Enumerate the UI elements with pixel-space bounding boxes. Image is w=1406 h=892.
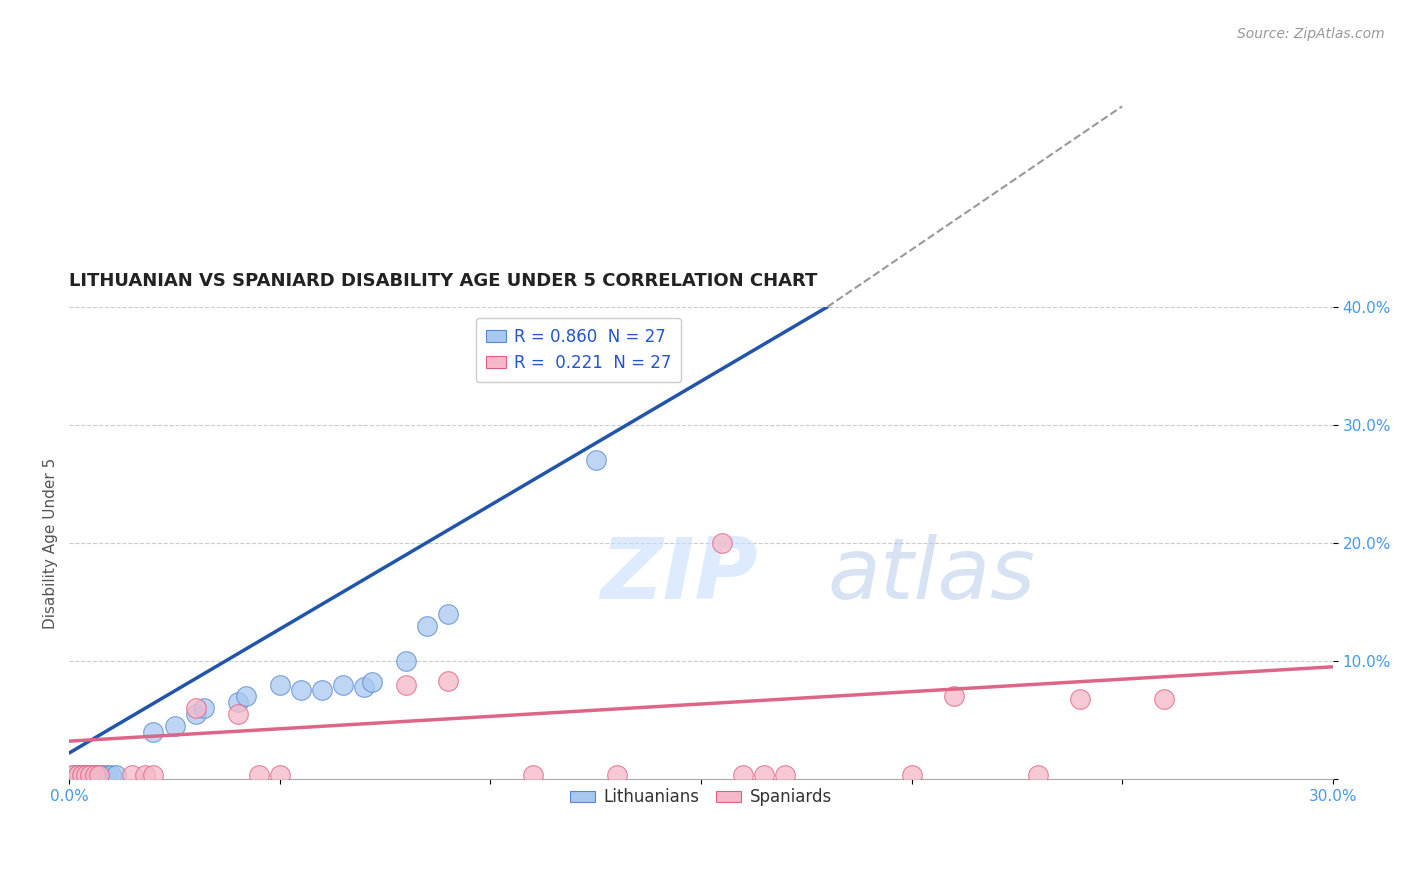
- Point: [235, 690, 257, 704]
- Point: [290, 683, 312, 698]
- Text: Source: ZipAtlas.com: Source: ZipAtlas.com: [1237, 27, 1385, 41]
- Point: [606, 768, 628, 782]
- Point: [1026, 768, 1049, 782]
- Point: [269, 768, 291, 782]
- Legend: Lithuanians, Spaniards: Lithuanians, Spaniards: [564, 781, 838, 814]
- Point: [75, 768, 97, 782]
- Point: [70, 768, 93, 782]
- Point: [62, 768, 84, 782]
- Point: [311, 683, 333, 698]
- Point: [193, 701, 215, 715]
- Point: [87, 768, 110, 782]
- Point: [416, 618, 439, 632]
- Point: [134, 768, 156, 782]
- Point: [66, 768, 89, 782]
- Point: [104, 768, 127, 782]
- Point: [711, 536, 734, 550]
- Point: [75, 768, 97, 782]
- Point: [70, 768, 93, 782]
- Point: [226, 706, 249, 721]
- Point: [353, 680, 375, 694]
- Point: [900, 768, 922, 782]
- Point: [773, 768, 796, 782]
- Point: [522, 768, 544, 782]
- Point: [184, 706, 207, 721]
- Point: [79, 768, 101, 782]
- Point: [269, 677, 291, 691]
- Point: [91, 768, 114, 782]
- Point: [163, 719, 186, 733]
- Point: [184, 701, 207, 715]
- Point: [83, 768, 105, 782]
- Point: [395, 654, 418, 668]
- Point: [1069, 691, 1091, 706]
- Point: [247, 768, 270, 782]
- Point: [733, 768, 755, 782]
- Point: [142, 768, 165, 782]
- Point: [437, 673, 460, 688]
- Text: ZIP: ZIP: [600, 534, 758, 617]
- Y-axis label: Disability Age Under 5: Disability Age Under 5: [44, 458, 58, 629]
- Point: [83, 768, 105, 782]
- Point: [361, 675, 384, 690]
- Point: [1153, 691, 1175, 706]
- Point: [96, 768, 118, 782]
- Point: [395, 677, 418, 691]
- Point: [754, 768, 776, 782]
- Point: [142, 724, 165, 739]
- Point: [942, 690, 965, 704]
- Point: [66, 768, 89, 782]
- Point: [332, 677, 354, 691]
- Point: [437, 607, 460, 621]
- Point: [79, 768, 101, 782]
- Point: [87, 768, 110, 782]
- Point: [100, 768, 122, 782]
- Text: atlas: atlas: [827, 534, 1035, 617]
- Point: [585, 453, 607, 467]
- Point: [226, 695, 249, 709]
- Point: [121, 768, 143, 782]
- Text: LITHUANIAN VS SPANIARD DISABILITY AGE UNDER 5 CORRELATION CHART: LITHUANIAN VS SPANIARD DISABILITY AGE UN…: [69, 272, 818, 290]
- Point: [62, 768, 84, 782]
